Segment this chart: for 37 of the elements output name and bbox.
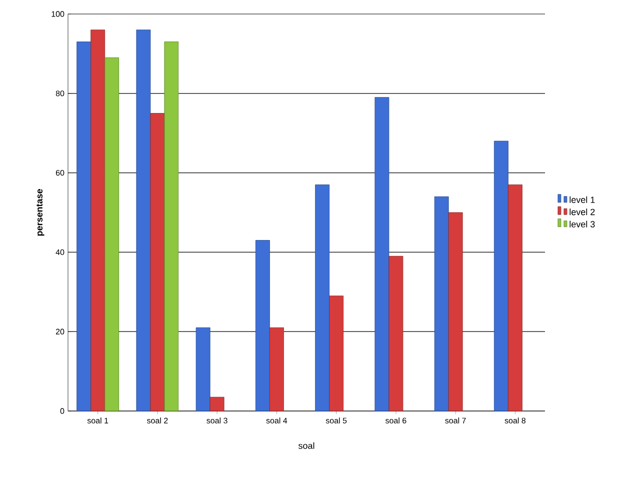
x-tick-label: soal 3 <box>206 418 228 424</box>
x-tick-label: soal 5 <box>326 418 347 424</box>
bar <box>196 327 210 411</box>
y-axis-title: persentase <box>36 189 44 236</box>
bar <box>164 42 179 411</box>
bar <box>104 57 120 411</box>
y-tick-label: 20 <box>56 328 64 334</box>
bar <box>136 30 151 411</box>
bar <box>374 97 390 411</box>
bar <box>388 256 404 411</box>
bar <box>329 296 344 411</box>
bar <box>448 212 463 411</box>
bar <box>150 113 165 411</box>
y-tick-label: 0 <box>60 408 64 414</box>
x-tick-label: soal 4 <box>266 418 288 424</box>
y-tick-label: 100 <box>52 11 64 17</box>
bar <box>255 240 270 411</box>
bar <box>76 42 92 411</box>
x-tick-label: soal 1 <box>87 418 108 424</box>
x-tick-label: soal 7 <box>445 418 466 424</box>
x-axis-title: soal <box>298 442 314 449</box>
bar <box>434 196 449 411</box>
legend-label: level 2 <box>570 208 595 216</box>
bar <box>508 184 522 411</box>
x-tick-label: soal 6 <box>385 418 406 424</box>
y-tick-label: 40 <box>56 249 64 256</box>
bar <box>90 30 106 411</box>
x-tick-label: soal 2 <box>146 418 168 424</box>
bar <box>494 140 508 411</box>
y-tick-label: 80 <box>56 90 64 96</box>
legend-label: level 3 <box>570 220 595 228</box>
y-tick-label: 60 <box>56 170 64 176</box>
x-tick-label: soal 8 <box>504 418 526 424</box>
legend-label: level 1 <box>570 196 595 203</box>
bar <box>315 184 330 411</box>
bar <box>269 327 284 411</box>
bar <box>210 396 224 411</box>
